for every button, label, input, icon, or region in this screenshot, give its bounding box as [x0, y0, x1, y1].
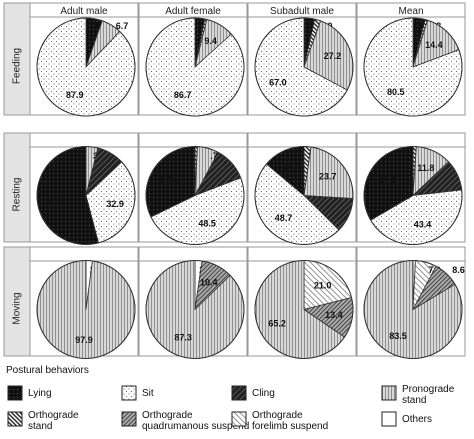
pie-outline — [363, 146, 463, 245]
slice-label: 27.2 — [324, 51, 342, 61]
row-header-feeding: Feeding — [12, 48, 23, 84]
pie-moving-mean: 0.87.08.683.5 — [363, 260, 465, 359]
legend-swatch — [231, 385, 247, 401]
pie-outline — [363, 17, 463, 117]
row-header-box — [3, 246, 31, 357]
slice-label: 10.4 — [200, 277, 218, 287]
slice-label: 23.7 — [319, 171, 337, 181]
slice-label: .7 — [210, 151, 218, 161]
pie-resting-adult-male: 3.932.954.1 — [36, 146, 136, 245]
slice-label: 11.8 — [417, 163, 434, 173]
legend-swatch — [381, 385, 397, 401]
slice-label: 14.4 — [425, 40, 443, 50]
pie-moving-adult-male: 2.197.9 — [36, 260, 136, 359]
legend-item-cling: Cling — [231, 385, 275, 401]
slice-label: 33.4 — [378, 175, 396, 185]
legend-label: Lying — [28, 388, 52, 399]
legend-swatch — [121, 411, 137, 427]
pie-feeding-adult-male: 5.46.787.9 — [36, 17, 136, 117]
legend-label: quadrumanous suspend — [142, 421, 249, 432]
column-header-subadult-male: Subadult male — [270, 6, 334, 17]
slice-label: 86.7 — [174, 90, 192, 100]
slice-label: 6.7 — [116, 21, 129, 31]
legend-item-lying: Lying — [7, 385, 52, 401]
legend-swatch — [121, 385, 137, 401]
legend: Postural behaviors Lying Sit Cling Pronograd… — [6, 365, 455, 432]
pie-feeding-mean: 4.00.814.480.5 — [363, 17, 463, 117]
legend-title: Postural behaviors — [6, 365, 89, 376]
slice-label: 65.2 — [268, 319, 286, 329]
pie-outline — [145, 260, 245, 359]
legend-swatch — [7, 411, 23, 427]
row-header-box — [3, 132, 31, 243]
slice-label: 43.4 — [414, 219, 432, 229]
row-header-moving: Moving — [12, 292, 23, 324]
legend-item-sit: Sit — [121, 385, 154, 401]
legend-label: stand — [402, 395, 426, 406]
pie-outline — [363, 260, 463, 359]
pie-outline — [254, 146, 354, 245]
legend-label: forelimb suspend — [252, 421, 328, 432]
pie-feeding-adult-female: 3.29.486.7 — [145, 17, 245, 117]
slice-label: 21.0 — [314, 281, 332, 291]
legend-label: Cling — [252, 388, 275, 399]
pie-resting-mean: 1.111.843.433.4 — [363, 146, 463, 245]
legend-label: Others — [402, 414, 432, 425]
legend-label: Orthograde — [252, 410, 303, 421]
legend-label: Pronograde — [402, 384, 455, 395]
slice-label: 83.5 — [389, 331, 407, 341]
slice-label: 13.9 — [282, 163, 300, 173]
slice-label: 13.4 — [325, 310, 343, 320]
legend-label: Sit — [142, 388, 154, 399]
slice-label: 54.1 — [47, 194, 65, 204]
column-header-adult-male: Adult male — [60, 6, 108, 17]
slice-label: 97.9 — [75, 335, 93, 345]
pie-outline — [254, 17, 354, 117]
legend-label: Orthograde — [142, 410, 193, 421]
column-header-adult-female: Adult female — [165, 6, 221, 17]
slice-label: 87.9 — [66, 90, 84, 100]
pie-moving-subadult-male: 21.0 13.4 65.2 — [254, 260, 354, 359]
legend-swatch — [7, 385, 23, 401]
legend-item-others: Others — [381, 411, 432, 427]
pie-outline — [254, 260, 354, 359]
pie-outline — [36, 146, 136, 245]
slice-label: 48.5 — [198, 218, 216, 228]
slice-label: 9.4 — [204, 36, 217, 46]
slice-label: 87.3 — [174, 332, 192, 342]
pie-outline — [36, 260, 136, 359]
pie-outline — [145, 17, 245, 117]
pie-resting-adult-female: 0.8.748.532.1 — [145, 146, 245, 245]
slice-label: 67.0 — [269, 78, 287, 88]
slice-label: 8.6 — [452, 265, 465, 275]
pie-outline — [145, 146, 245, 245]
pie-outline — [36, 17, 136, 117]
pie-moving-adult-female: 2.310.487.3 — [145, 260, 245, 359]
slice-label: 80.5 — [387, 87, 405, 97]
legend-label: Orthograde — [28, 410, 79, 421]
legend-swatch — [381, 411, 397, 427]
column-header-mean: Mean — [398, 6, 423, 17]
pie-feeding-subadult-male: 3.52.027.267.0 — [254, 17, 354, 117]
row-header-resting: Resting — [12, 178, 23, 212]
slice-label: 32.9 — [106, 199, 124, 209]
slice-label: 48.7 — [275, 213, 293, 223]
legend-label: stand — [28, 421, 52, 432]
legend-swatch — [231, 411, 247, 427]
slice-label: 32.1 — [160, 174, 178, 184]
pie-resting-subadult-male: 2.323.748.713.9 — [254, 146, 354, 245]
row-header-box — [3, 2, 31, 116]
